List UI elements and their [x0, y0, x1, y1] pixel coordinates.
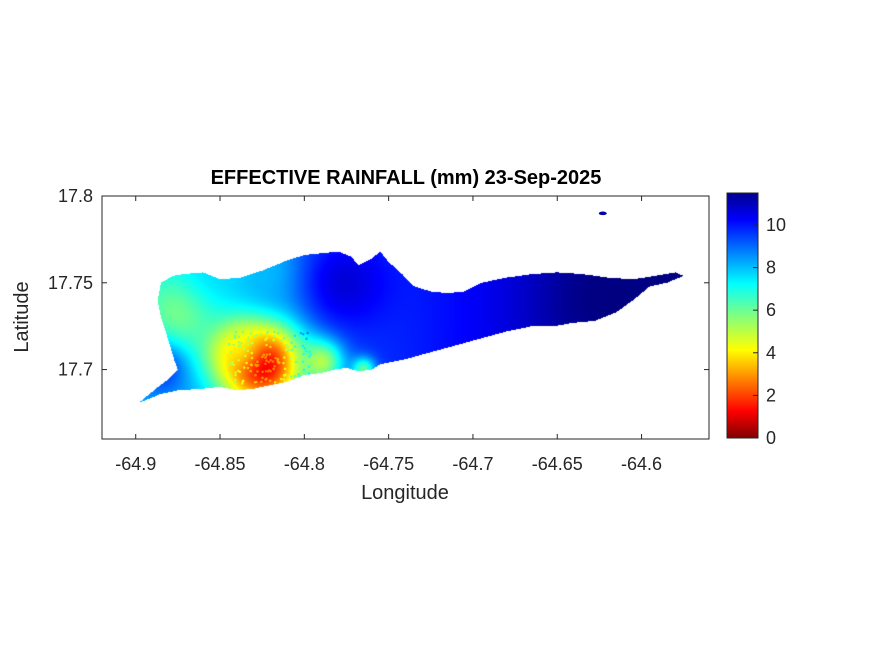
- y-tick-label: 17.75: [48, 273, 93, 293]
- x-axis-label: Longitude: [361, 482, 449, 504]
- rainfall-raster: [102, 196, 709, 439]
- islet-point: [598, 211, 607, 216]
- colorbar-tick-label: 2: [766, 385, 776, 405]
- y-axis-ticks: 17.7 17.75 17.8: [48, 186, 709, 380]
- x-tick-label: -64.7: [452, 454, 493, 474]
- colorbar-tick-label: 4: [766, 343, 776, 363]
- y-axis-label: Latitude: [11, 281, 33, 352]
- chart-title: EFFECTIVE RAINFALL (mm) 23-Sep-2025: [211, 167, 602, 189]
- y-tick-label: 17.7: [58, 360, 93, 380]
- colorbar-tick-label: 10: [766, 215, 786, 235]
- plot-axes-box: [101, 195, 710, 440]
- rainfall-heatmap: [102, 196, 709, 439]
- x-tick-label: -64.8: [284, 454, 325, 474]
- colorbar-tick-label: 0: [766, 428, 776, 448]
- islet-mark: [598, 211, 607, 216]
- x-tick-label: -64.85: [195, 454, 246, 474]
- colorbar-ticks: 0 2 4 6 8 10: [753, 215, 786, 448]
- x-tick-label: -64.75: [363, 454, 414, 474]
- gauge-speckles: [227, 330, 312, 385]
- y-tick-label: 17.8: [58, 186, 93, 206]
- x-axis-ticks: -64.9 -64.85 -64.8 -64.75 -64.7 -64.65 -64.6: [115, 196, 662, 474]
- colorbar-tick-label: 8: [766, 258, 776, 278]
- x-tick-label: -64.6: [621, 454, 662, 474]
- colorbar: [726, 192, 759, 439]
- colorbar-tick-label: 6: [766, 300, 776, 320]
- x-tick-label: -64.9: [115, 454, 156, 474]
- x-tick-label: -64.65: [532, 454, 583, 474]
